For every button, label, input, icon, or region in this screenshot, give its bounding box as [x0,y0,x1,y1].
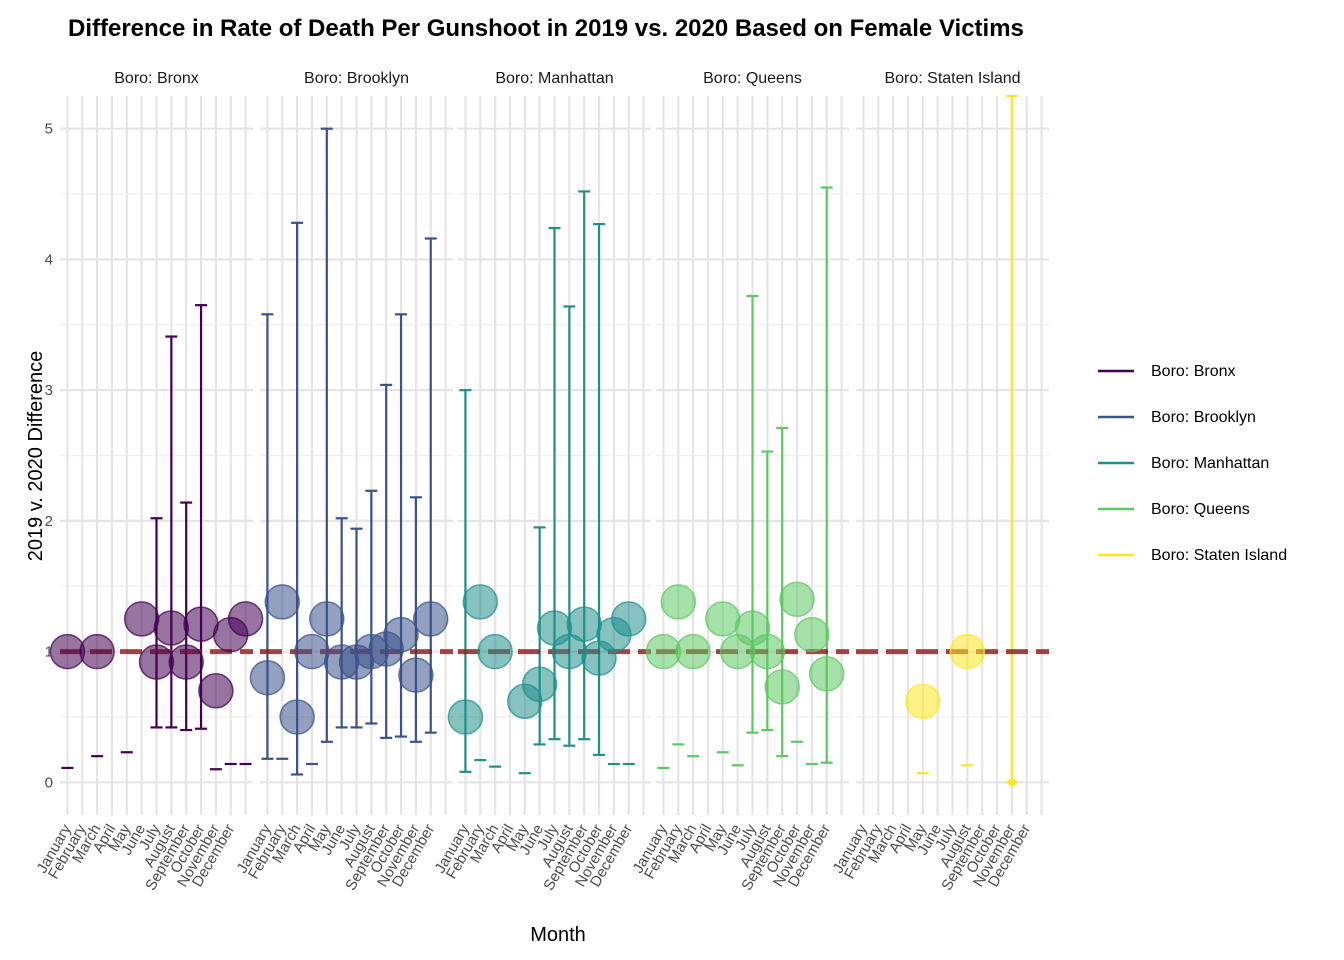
data-point [183,606,219,642]
data-point [779,581,815,618]
data-point [660,584,697,620]
data-point [309,601,345,637]
data-point [79,633,115,670]
data-point [294,633,330,670]
facet-panel: Boro: QueensJanuaryFebruaryMarchAprilMay… [629,70,849,894]
y-tick-label: 2 [45,513,53,530]
data-point [521,666,558,703]
data-point [705,601,741,637]
legend-label: Boro: Manhattan [1151,455,1269,472]
facet-strip-label: Boro: Staten Island [884,70,1020,87]
data-point [675,633,711,670]
facet-panel: Boro: BrooklynJanuaryFebruaryMarchAprilM… [233,70,453,894]
data-point [398,657,434,693]
facet-strip-label: Boro: Manhattan [495,70,613,87]
y-tick-label: 1 [45,644,53,661]
data-point [566,606,602,642]
legend-label: Boro: Bronx [1151,363,1235,380]
data-point [905,683,941,720]
data-point [383,616,419,653]
facet-panel: Boro: ManhattanJanuaryFebruaryMarchApril… [431,70,651,894]
data-point [227,601,264,637]
legend-label: Boro: Brooklyn [1151,409,1256,426]
legend-label: Boro: Queens [1151,501,1250,518]
data-point [749,633,786,670]
data-point [153,610,190,646]
chart-title: Difference in Rate of Death Per Gunshoot… [68,15,1024,42]
data-point [808,656,845,692]
y-tick-label: 3 [45,382,53,399]
data-point [794,616,830,653]
data-point [610,601,647,637]
facet-strip-label: Boro: Queens [703,70,802,87]
y-axis: 0 1 2 3 4 5 [45,121,53,792]
data-point [123,601,160,637]
data-point [49,633,86,670]
facet-strip-label: Boro: Bronx [114,70,198,87]
x-axis-title: Month [530,924,586,946]
y-tick-label: 5 [45,121,53,138]
data-point [412,601,449,637]
y-tick-label: 4 [45,251,53,268]
data-point [1007,778,1016,787]
data-point [645,633,682,670]
data-point [447,699,484,735]
legend: Boro: Bronx Boro: Brooklyn Boro: Manhattan… [1098,363,1287,564]
facet-panels: Boro: BronxJanuaryFebruaryMarchAprilMayJ… [33,70,1049,894]
data-point [168,644,204,680]
data-point [764,669,800,705]
data-point [279,699,315,735]
data-point [477,633,513,670]
data-point [462,584,499,620]
y-axis-title: 2019 v. 2020 Difference [25,351,47,562]
y-tick-label: 0 [45,774,53,791]
data-point [198,673,234,709]
legend-label: Boro: Staten Island [1151,547,1287,564]
facet-panel: Boro: BronxJanuaryFebruaryMarchAprilMayJ… [33,70,264,894]
data-point [138,644,175,680]
data-point [264,584,301,620]
facet-panel: Boro: Staten IslandJanuaryFebruaryMarchA… [829,70,1049,894]
data-point [949,633,986,670]
facet-strip-label: Boro: Brooklyn [304,70,409,87]
data-point [249,659,286,696]
